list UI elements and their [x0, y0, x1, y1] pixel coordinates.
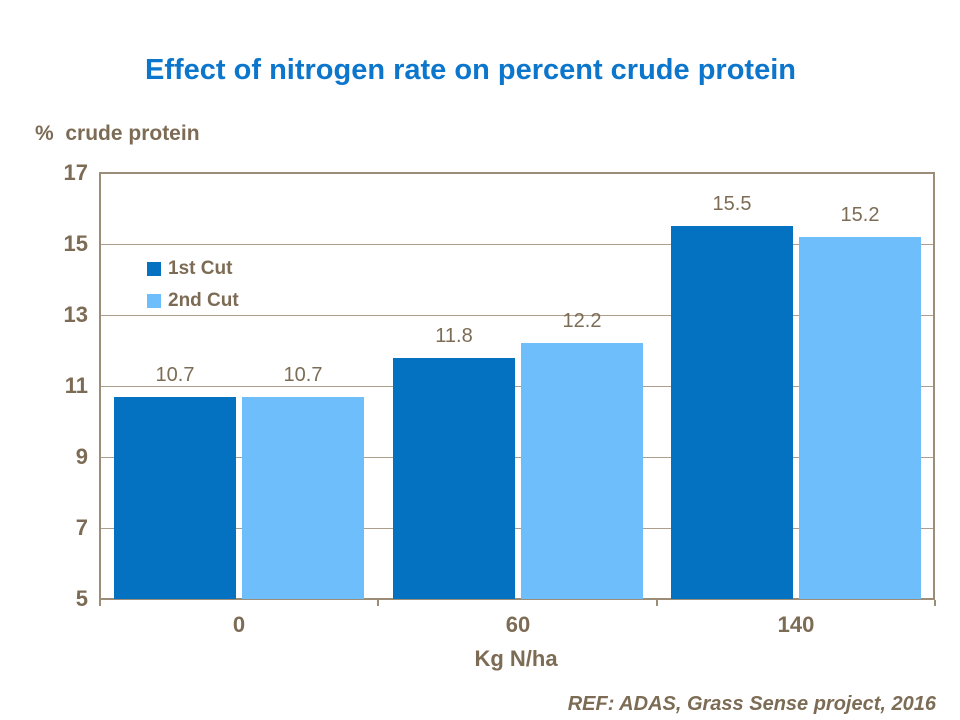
bar-value-label: 15.5 — [712, 193, 752, 215]
x-category-label-140: 140 — [777, 612, 815, 637]
reference-note: REF: ADAS, Grass Sense project, 2016 — [567, 693, 936, 715]
bar-2nd-cut-0 — [242, 397, 364, 599]
y-axis-title: % crude protein — [35, 122, 200, 145]
legend-label: 1st Cut — [168, 258, 233, 279]
bar-value-label: 10.7 — [155, 364, 195, 386]
x-axis-title: Kg N/ha — [474, 646, 558, 671]
plot-area-border — [99, 172, 935, 600]
gridline-15 — [101, 244, 933, 245]
y-axis-tick-label: 5 — [75, 586, 88, 611]
x-axis-tick-mark — [377, 600, 379, 606]
x-axis-tick-mark — [99, 600, 101, 606]
x-category-label-0: 0 — [232, 612, 246, 637]
bar-2nd-cut-60 — [521, 343, 643, 599]
legend-swatch-icon — [147, 293, 161, 308]
y-axis-tick-label: 17 — [63, 160, 88, 185]
y-axis-tick-label: 13 — [63, 302, 88, 327]
gridline-7 — [101, 528, 933, 529]
y-axis-tick-label: 15 — [63, 231, 88, 256]
legend: 1st Cut 2nd Cut — [147, 258, 239, 322]
legend-item-1st-cut: 1st Cut — [147, 258, 239, 279]
x-axis-tick-mark — [656, 600, 658, 606]
legend-swatch-icon — [147, 261, 161, 276]
bar-1st-cut-60 — [393, 358, 515, 599]
y-axis-tick-label: 7 — [75, 515, 88, 540]
bar-value-label: 15.2 — [840, 204, 880, 226]
bar-2nd-cut-140 — [799, 237, 921, 599]
legend-label: 2nd Cut — [168, 290, 239, 311]
bar-1st-cut-140 — [671, 226, 793, 599]
chart-title: Effect of nitrogen rate on percent crude… — [145, 54, 796, 86]
x-axis-tick-mark — [934, 600, 936, 606]
gridline-11 — [101, 386, 933, 387]
bar-value-label: 12.2 — [562, 310, 602, 332]
bar-value-label: 11.8 — [435, 325, 473, 347]
bar-value-label: 10.7 — [283, 364, 323, 386]
y-axis-tick-label: 9 — [75, 444, 88, 469]
y-axis-tick-label: 11 — [64, 373, 88, 398]
legend-item-2nd-cut: 2nd Cut — [147, 290, 239, 311]
gridline-9 — [101, 457, 933, 458]
gridline-13 — [101, 315, 933, 316]
x-category-label-60: 60 — [505, 612, 531, 637]
bar-1st-cut-0 — [114, 397, 236, 599]
